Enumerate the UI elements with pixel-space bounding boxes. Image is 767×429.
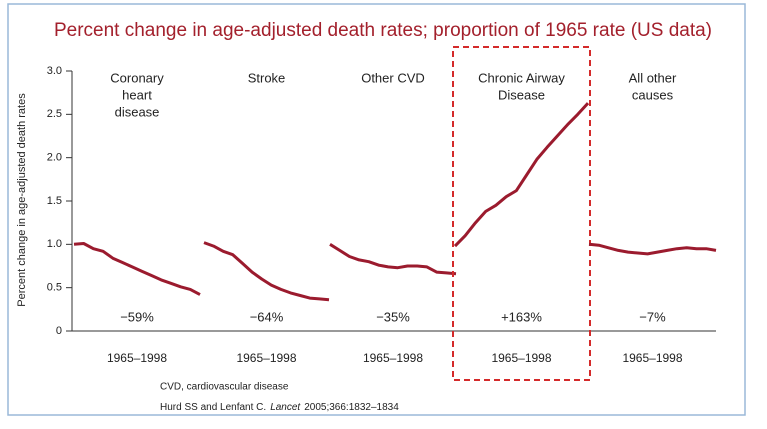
change-label: −59%	[120, 309, 154, 324]
y-tick-label: 3.0	[47, 65, 62, 77]
footnote-part: Lancet	[270, 402, 301, 413]
footnote-part: 2005;366:1832–1834	[304, 402, 399, 413]
panel-label: heart	[122, 87, 152, 102]
series-line	[73, 242, 201, 296]
change-label: −35%	[376, 309, 410, 324]
x-label: 1965–1998	[107, 351, 167, 365]
panel-label: Coronary	[110, 70, 164, 85]
y-tick-label: 1.0	[47, 238, 62, 250]
panel-label: Disease	[498, 87, 545, 102]
y-tick-label: 0.5	[47, 282, 62, 294]
footnote: CVD, cardiovascular disease	[160, 382, 289, 393]
y-tick-label: 0	[56, 325, 62, 337]
x-label: 1965–1998	[491, 351, 551, 365]
footnote-part: Hurd SS and Lenfant C.	[160, 402, 266, 413]
series-line	[329, 243, 457, 276]
series-line	[453, 102, 590, 248]
change-label: −64%	[250, 309, 284, 324]
x-label: 1965–1998	[236, 351, 296, 365]
y-tick-label: 2.5	[47, 108, 62, 120]
panel-label: Stroke	[248, 70, 286, 85]
chart-title: Percent change in age-adjusted death rat…	[54, 20, 712, 41]
panel-label: Chronic Airway	[478, 70, 565, 85]
series-line	[203, 241, 330, 302]
y-tick-label: 2.0	[47, 152, 62, 164]
panel-label: causes	[632, 87, 674, 102]
series-line	[588, 242, 717, 256]
change-label: −7%	[639, 309, 666, 324]
panel-label: disease	[115, 104, 160, 119]
highlight-box	[452, 46, 591, 381]
y-axis-label: Percent change in age-adjusted death rat…	[16, 93, 28, 307]
panel-label: All other	[629, 70, 677, 85]
x-label: 1965–1998	[622, 351, 682, 365]
change-label: +163%	[501, 309, 542, 324]
panel-label: Other CVD	[361, 70, 425, 85]
frame	[7, 3, 746, 416]
y-tick-label: 1.5	[47, 195, 62, 207]
x-label: 1965–1998	[363, 351, 423, 365]
footnote: Hurd SS and Lenfant C. Lancet 2005;366:183…	[160, 402, 399, 413]
